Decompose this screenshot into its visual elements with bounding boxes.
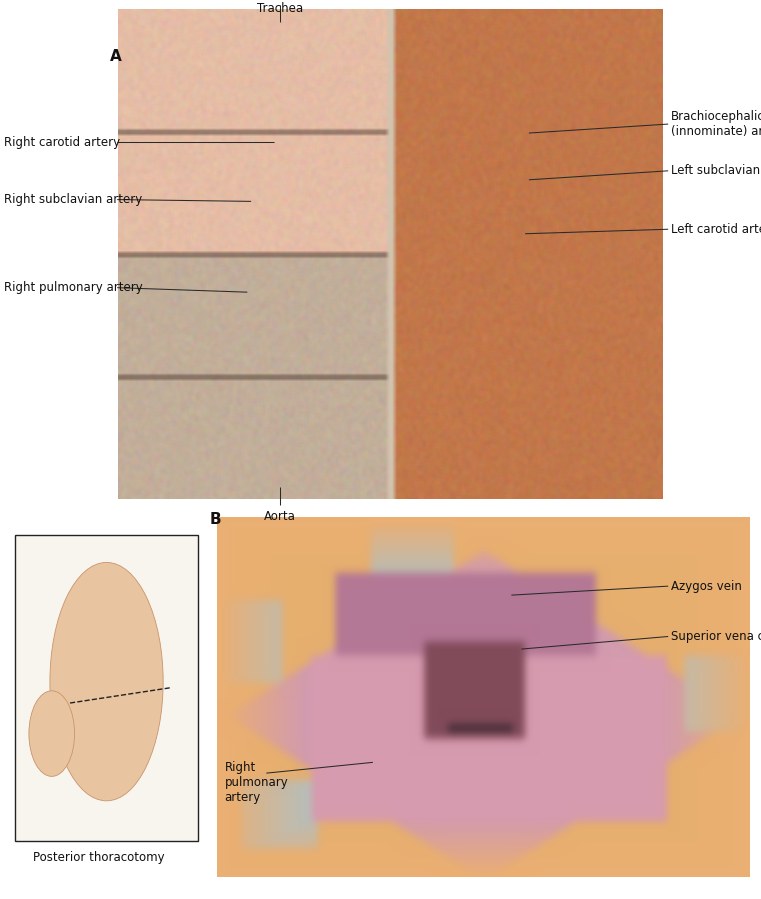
Text: Right carotid artery: Right carotid artery (4, 136, 120, 148)
Text: Trachea: Trachea (257, 2, 303, 14)
Text: Azygos vein: Azygos vein (671, 580, 742, 592)
Text: Left carotid artery: Left carotid artery (671, 223, 761, 236)
Text: Brachiocephalic
(innominate) artery: Brachiocephalic (innominate) artery (671, 110, 761, 138)
Text: Superior vena cava: Superior vena cava (671, 630, 761, 643)
Text: Left subclavian artery: Left subclavian artery (671, 165, 761, 177)
Ellipse shape (29, 690, 75, 777)
Text: Right
pulmonary
artery: Right pulmonary artery (224, 761, 288, 804)
Text: Right pulmonary artery: Right pulmonary artery (4, 281, 142, 294)
Text: B: B (209, 512, 221, 528)
Bar (15, 535, 198, 841)
Text: Posterior thoracotomy: Posterior thoracotomy (33, 851, 164, 864)
Text: Aorta: Aorta (264, 510, 296, 522)
Text: Right subclavian artery: Right subclavian artery (4, 193, 142, 206)
Text: A: A (110, 49, 122, 65)
Ellipse shape (50, 563, 163, 801)
